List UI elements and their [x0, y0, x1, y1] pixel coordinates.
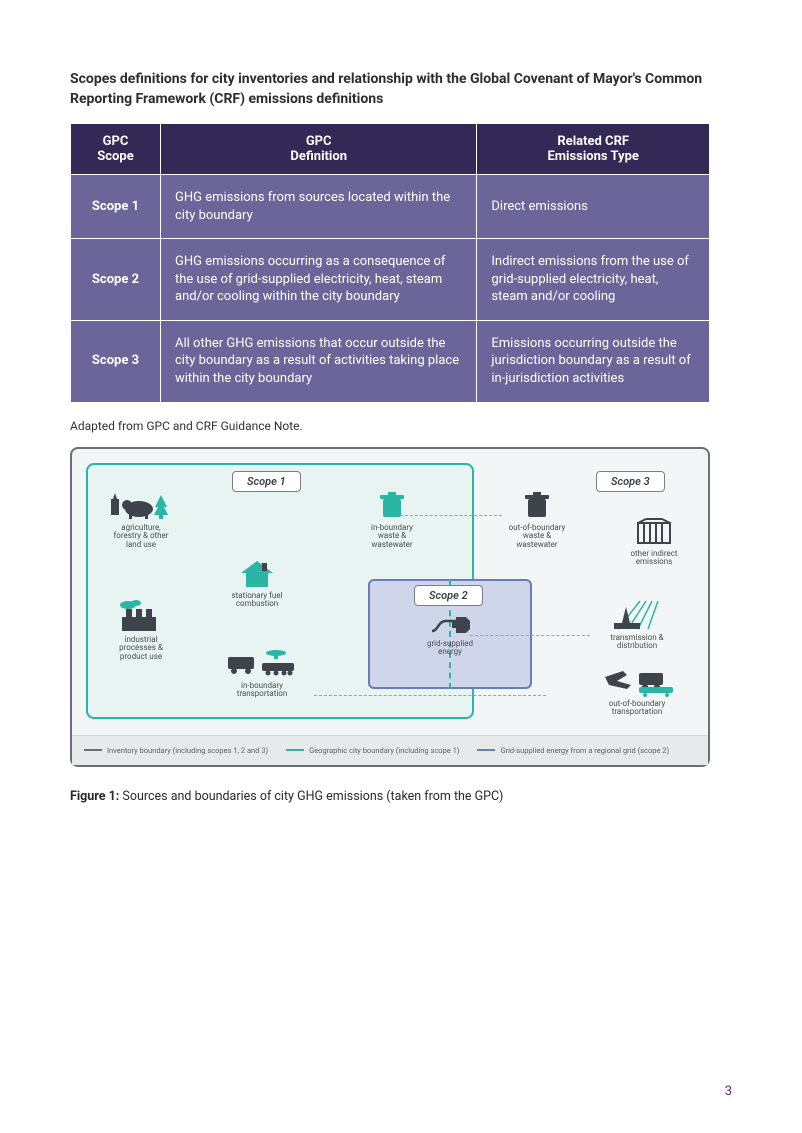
connector-line: [314, 695, 546, 696]
scope-crf: Indirect emissions from the use of grid-…: [477, 239, 710, 321]
table-row: Scope 1 GHG emissions from sources locat…: [71, 175, 710, 239]
scope3-badge: Scope 3: [596, 471, 665, 492]
th-scope: GPCScope: [71, 124, 161, 175]
grid-energy-icon: grid-supplied energy: [400, 613, 500, 658]
scope-crf: Direct emissions: [477, 175, 710, 239]
agriculture-icon: agriculture, forestry & other land use: [100, 491, 182, 550]
scope-crf: Emissions occurring outside the jurisdic…: [477, 320, 710, 402]
scope1-badge: Scope 1: [232, 471, 301, 492]
inbound-transport-icon: in-boundary transportation: [212, 649, 312, 700]
inbound-waste-icon: in-boundary waste & wastewater: [352, 491, 432, 550]
scopes-table: GPCScope GPCDefinition Related CRFEmissi…: [70, 123, 710, 402]
scope-label: Scope 2: [71, 239, 161, 321]
scope-label: Scope 1: [71, 175, 161, 239]
th-definition: GPCDefinition: [161, 124, 477, 175]
scope-label: Scope 3: [71, 320, 161, 402]
scope-definition: GHG emissions occurring as a consequence…: [161, 239, 477, 321]
scope-definition: All other GHG emissions that occur outsi…: [161, 320, 477, 402]
scope2-badge: Scope 2: [414, 585, 483, 606]
page-number: 3: [725, 1084, 732, 1099]
out-transport-icon: out-of-boundary transportation: [582, 667, 692, 718]
page-title: Scopes definitions for city inventories …: [70, 70, 732, 109]
scope-definition: GHG emissions from sources located withi…: [161, 175, 477, 239]
diagram-legend: Inventory boundary (including scopes 1, …: [72, 735, 708, 765]
th-crf: Related CRFEmissions Type: [477, 124, 710, 175]
transmission-icon: transmission & distribution: [592, 599, 682, 652]
out-waste-icon: out-of-boundary waste & wastewater: [492, 491, 582, 550]
stationary-icon: stationary fuel combustion: [212, 559, 302, 610]
table-caption: Adapted from GPC and CRF Guidance Note.: [70, 419, 732, 433]
legend-item: Inventory boundary (including scopes 1, …: [84, 746, 268, 755]
industrial-icon: industrial processes & product use: [100, 599, 182, 662]
table-row: Scope 3 All other GHG emissions that occ…: [71, 320, 710, 402]
table-row: Scope 2 GHG emissions occurring as a con…: [71, 239, 710, 321]
legend-item: Grid-supplied energy from a regional gri…: [477, 746, 669, 755]
scope-diagram: Scope 1 Scope 2 Scope 3 agriculture, for…: [70, 447, 710, 767]
figure-caption: Figure 1: Sources and boundaries of city…: [70, 789, 732, 804]
other-indirect-icon: other indirect emissions: [612, 517, 696, 568]
legend-item: Geographic city boundary (including scop…: [286, 746, 459, 755]
